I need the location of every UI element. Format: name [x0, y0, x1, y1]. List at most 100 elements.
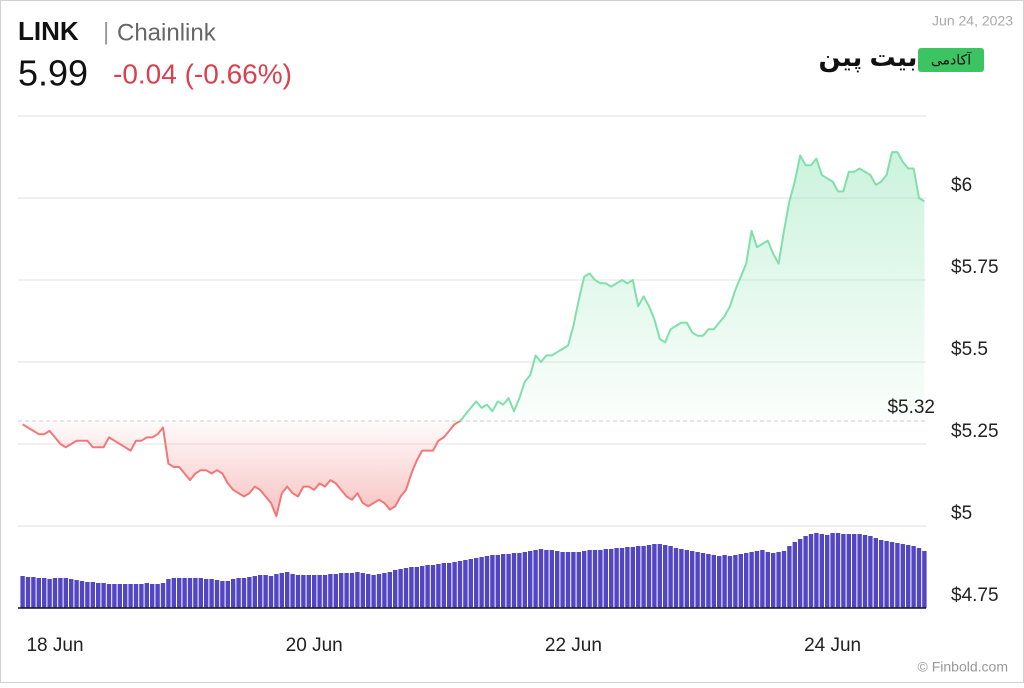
volume-bar — [166, 579, 171, 608]
volume-bar — [360, 573, 365, 608]
volume-bar — [193, 578, 198, 608]
volume-bar — [744, 553, 749, 608]
volume-bar — [322, 575, 328, 608]
volume-bar — [560, 552, 565, 608]
volume-bar — [403, 568, 409, 608]
volume-bar — [317, 575, 322, 608]
volume-bar — [825, 535, 830, 608]
badge-bg — [918, 48, 984, 72]
volume-bar — [700, 553, 706, 608]
volume-bar — [52, 578, 58, 608]
volume-bar — [112, 584, 117, 608]
volume-bar — [366, 574, 371, 608]
volume-bar — [457, 561, 463, 608]
volume-bar — [641, 546, 646, 608]
volume-bar — [506, 554, 511, 608]
volume-bar — [695, 552, 700, 608]
volume-bar — [139, 584, 144, 608]
volume-bar — [555, 551, 560, 608]
volume-bar — [393, 570, 398, 608]
volume-bar — [787, 546, 792, 608]
area — [22, 152, 925, 517]
baseline-label: $5.32 — [887, 397, 935, 418]
volume-bar — [285, 572, 290, 608]
asset-name: Chainlink — [117, 19, 217, 46]
volume-bar — [646, 545, 652, 608]
volume-bar — [544, 550, 549, 608]
volume-bar — [668, 546, 673, 608]
volume-bar — [144, 583, 149, 608]
date: Jun 24, 2023 — [932, 13, 1013, 29]
volume-bar — [765, 552, 770, 608]
volume-bar — [328, 574, 333, 608]
volume-bar — [565, 552, 571, 608]
volume-bar — [895, 543, 900, 608]
symbol: LINK — [18, 16, 79, 46]
volume-bar — [625, 547, 630, 608]
volume-bar — [717, 556, 722, 608]
volume-bar — [160, 583, 166, 608]
volume-bar — [630, 547, 635, 608]
volume-bar — [673, 548, 679, 608]
volume-bar — [706, 554, 711, 608]
volume-bar — [79, 581, 85, 608]
volume-bar — [96, 583, 101, 608]
volume-bar — [722, 555, 727, 608]
volume-bar — [333, 574, 338, 608]
price-change: -0.04 (-0.66%) — [113, 58, 292, 89]
price: 5.99 — [18, 53, 88, 94]
volume-bar — [25, 577, 31, 608]
volume-bar — [441, 563, 446, 608]
volume-bar — [382, 573, 387, 608]
volume-bar — [636, 546, 641, 608]
volume-bar — [274, 574, 279, 608]
volume-bar — [619, 548, 625, 608]
volume — [18, 533, 927, 609]
volume-bar — [106, 584, 112, 608]
volume-bar — [171, 578, 176, 608]
volume-bar — [792, 542, 797, 608]
volume-bar — [42, 578, 47, 608]
volume-bar — [879, 540, 884, 608]
volume-bar — [409, 567, 414, 608]
volume-bar — [414, 567, 419, 608]
volume-bar — [576, 552, 581, 608]
volume-bar — [889, 542, 895, 608]
volume-bar — [468, 559, 473, 608]
volume-bar — [371, 575, 376, 608]
volume-bar — [803, 536, 808, 608]
volume-bar — [798, 539, 803, 608]
volume-bar — [808, 534, 814, 608]
logo: بیت پین — [819, 42, 918, 73]
volume-bar — [652, 544, 657, 608]
volume-bar — [490, 555, 495, 608]
volume-bar — [349, 573, 355, 608]
volume-bar — [684, 550, 689, 608]
volume-bar — [241, 578, 247, 608]
volume-bar — [754, 551, 760, 608]
volume-bar — [900, 544, 905, 608]
volume-bar — [187, 578, 193, 608]
volume-bar — [90, 582, 95, 608]
volume-bar — [749, 552, 754, 608]
volume-bar — [846, 534, 851, 608]
volume-bar — [209, 579, 214, 608]
x-tick-label: 20 Jun — [286, 635, 343, 656]
volume-bar — [727, 556, 733, 608]
volume-bar — [101, 583, 106, 608]
volume-bar — [312, 575, 317, 608]
separator: | — [103, 18, 109, 45]
volume-bar — [733, 555, 738, 608]
volume-bar — [592, 550, 598, 608]
volume-bar — [760, 550, 765, 608]
volume-bar — [884, 541, 889, 608]
volume-bar — [177, 578, 182, 608]
volume-bar — [657, 544, 662, 608]
volume-bar — [452, 562, 457, 608]
volume-bar — [711, 555, 716, 608]
volume-bar — [916, 548, 922, 608]
source: © Finbold.com — [918, 659, 1008, 675]
volume-bar — [436, 564, 441, 608]
volume-bar — [231, 579, 236, 608]
